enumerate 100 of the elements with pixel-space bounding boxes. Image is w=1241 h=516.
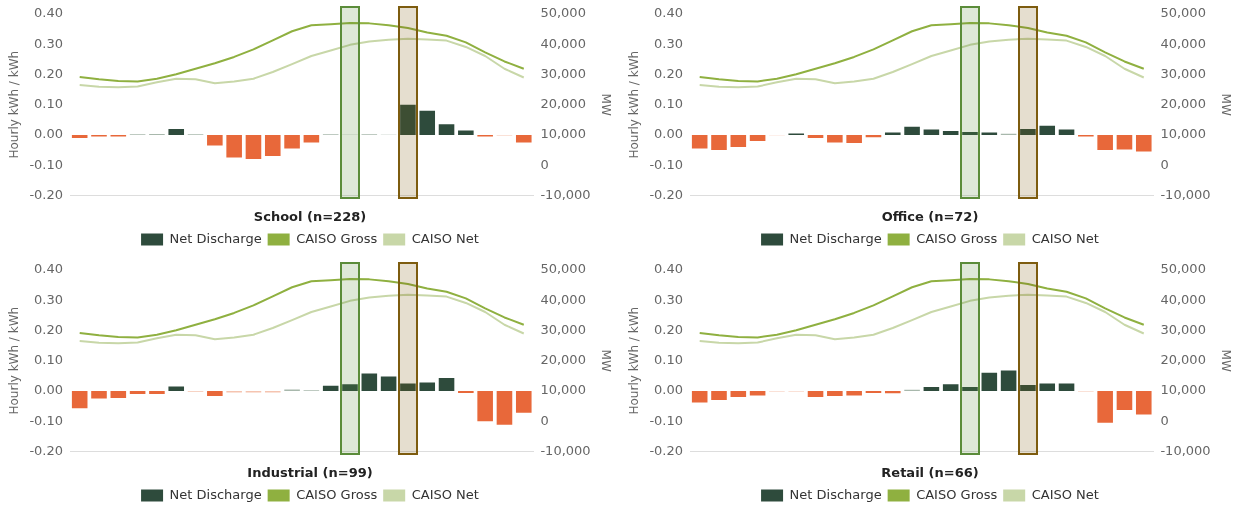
bar xyxy=(827,134,843,143)
y2-tick-label: 0 xyxy=(540,156,549,172)
text: Office (n=72) xyxy=(881,208,979,224)
bar xyxy=(400,383,416,391)
y2-tick-label: 40,000 xyxy=(540,291,586,307)
y2-axis-title: MW xyxy=(1218,93,1233,116)
legend-label: CAISO Gross xyxy=(296,486,378,502)
bar xyxy=(904,126,920,135)
y-tick-label: 0.40 xyxy=(654,5,684,21)
y2-tick-label: 20,000 xyxy=(1160,352,1206,368)
text: School (n=228) xyxy=(253,208,367,224)
bar xyxy=(458,390,474,394)
legend-label: CAISO Net xyxy=(411,486,479,502)
y-tick-label: 0.30 xyxy=(34,35,64,51)
y-tick-label: -0.20 xyxy=(649,186,684,202)
y-tick-label: 0.00 xyxy=(34,382,64,398)
y2-tick-label: 0 xyxy=(540,412,549,428)
legend-label: Net Discharge xyxy=(169,486,262,502)
y-tick-label: -0.20 xyxy=(29,442,64,458)
y2-tick-label: 50,000 xyxy=(540,5,586,21)
bar xyxy=(691,390,708,403)
y2-axis-title: MW xyxy=(598,93,613,116)
bar xyxy=(496,390,513,425)
y2-tick-label: 50,000 xyxy=(1160,5,1206,21)
legend-label: CAISO Net xyxy=(1031,230,1099,246)
y2-tick-label: 20,000 xyxy=(1160,96,1206,112)
bar xyxy=(942,131,959,135)
y-tick-label: 0.20 xyxy=(654,65,684,81)
y2-tick-label: 20,000 xyxy=(540,96,586,112)
bar xyxy=(711,390,727,400)
bar xyxy=(1116,134,1133,150)
bar xyxy=(827,390,843,397)
bar xyxy=(846,390,862,396)
y2-tick-label: -10,000 xyxy=(540,442,591,458)
y2-tick-label: 10,000 xyxy=(1160,126,1206,142)
bar xyxy=(245,134,262,160)
y-tick-label: 0.40 xyxy=(34,5,64,21)
bar xyxy=(1020,128,1036,135)
bar xyxy=(361,373,378,391)
bar xyxy=(1058,383,1075,391)
bar xyxy=(1135,134,1152,152)
y2-tick-label: 0 xyxy=(1160,156,1169,172)
bar xyxy=(91,390,107,399)
y2-tick-label: 0 xyxy=(1160,412,1169,428)
bar xyxy=(71,134,88,138)
y2-tick-label: 20,000 xyxy=(540,352,586,368)
bar xyxy=(807,390,824,397)
y-tick-label: -0.10 xyxy=(29,156,64,172)
bar xyxy=(207,390,223,397)
bar xyxy=(149,390,165,394)
y2-tick-label: 50,000 xyxy=(1160,261,1206,277)
y-tick-label: 0.20 xyxy=(34,321,64,337)
y-tick-label: 0.10 xyxy=(654,352,684,368)
bar xyxy=(1039,125,1056,135)
bar xyxy=(1097,134,1113,151)
bar xyxy=(1058,129,1075,135)
bar xyxy=(1116,390,1133,410)
bar xyxy=(419,110,436,135)
bar xyxy=(1000,370,1017,391)
y-tick-label: 0.20 xyxy=(654,321,684,337)
bar xyxy=(322,385,339,391)
legend-label: Net Discharge xyxy=(789,230,882,246)
y2-axis-title: MW xyxy=(598,349,613,372)
bar xyxy=(342,384,358,391)
y2-tick-label: -10,000 xyxy=(1160,442,1211,458)
bar xyxy=(168,386,185,391)
bar xyxy=(1020,384,1036,391)
bar xyxy=(515,134,532,143)
y-tick-label: -0.10 xyxy=(649,412,684,428)
y2-axis-title: MW xyxy=(1218,349,1233,372)
bar xyxy=(438,377,455,391)
y-axis-title: Hourly kWh / kWh xyxy=(627,306,642,415)
legend-label: CAISO Net xyxy=(1031,486,1099,502)
y-tick-label: 0.40 xyxy=(34,261,64,277)
y2-tick-label: 40,000 xyxy=(540,35,586,51)
y-tick-label: 0.10 xyxy=(34,352,64,368)
legend-label: CAISO Gross xyxy=(916,486,998,502)
y-tick-label: 0.20 xyxy=(34,65,64,81)
bar xyxy=(749,134,766,141)
bar xyxy=(1097,390,1113,423)
bar xyxy=(71,390,88,409)
text: Industrial (n=99) xyxy=(247,464,373,480)
bar xyxy=(1039,383,1056,391)
legend-label: Net Discharge xyxy=(789,486,882,502)
y2-tick-label: 30,000 xyxy=(540,65,586,81)
bar xyxy=(730,134,747,148)
bar xyxy=(981,372,998,391)
bar xyxy=(207,134,223,146)
bar xyxy=(400,104,416,135)
bar xyxy=(110,390,127,398)
bar xyxy=(515,390,532,413)
bar xyxy=(129,390,146,394)
legend-label: CAISO Gross xyxy=(916,230,998,246)
y2-tick-label: 10,000 xyxy=(540,126,586,142)
bar xyxy=(284,134,300,149)
bar xyxy=(711,134,727,151)
y2-tick-label: 30,000 xyxy=(1160,321,1206,337)
y2-tick-label: 30,000 xyxy=(1160,65,1206,81)
bar xyxy=(380,376,397,391)
y-tick-label: 0.30 xyxy=(654,291,684,307)
